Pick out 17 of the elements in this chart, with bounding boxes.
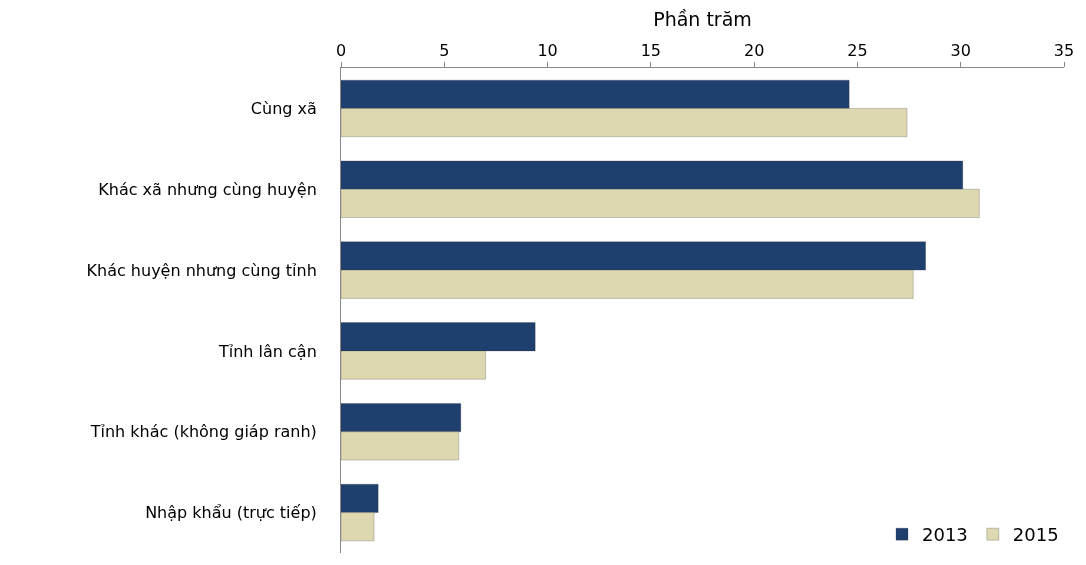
- x-tick-label: 35: [1053, 40, 1075, 60]
- x-tick-label: 20: [743, 40, 765, 60]
- x-tick-label: 10: [537, 40, 558, 60]
- y-tick-label: Khác huyện nhưng cùng tỉnh: [86, 260, 317, 280]
- x-tick-label: 30: [950, 40, 971, 60]
- y-tick-label: Nhập khẩu (trực tiếp): [145, 503, 317, 523]
- y-tick-label: Tỉnh khác (không giáp ranh): [89, 422, 317, 442]
- x-tick-label: 25: [847, 40, 868, 60]
- x-axis-title: Phần trăm: [653, 8, 752, 31]
- legend-label: 2013: [922, 524, 968, 546]
- x-tick-label: 0: [335, 40, 347, 60]
- legend-label: 2015: [1012, 524, 1059, 546]
- y-tick-label: Cùng xã: [250, 99, 317, 119]
- x-tick-label: 5: [439, 40, 450, 60]
- y-tick-label: Tỉnh lân cận: [217, 341, 317, 361]
- x-tick-label: 15: [640, 40, 662, 60]
- y-tick-label: Khác xã nhưng cùng huyện: [98, 179, 317, 199]
